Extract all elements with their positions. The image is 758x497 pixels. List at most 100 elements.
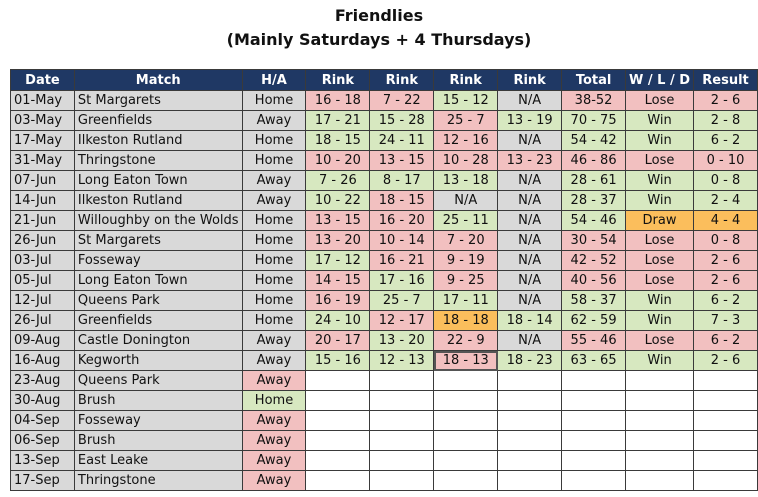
rink-3-cell[interactable]: 22 - 9 <box>433 330 499 351</box>
rink-2-cell[interactable] <box>369 370 435 391</box>
rink-1-cell[interactable]: 13 - 15 <box>305 210 371 231</box>
rink-3-cell[interactable]: 18 - 13 <box>433 350 499 371</box>
rink-4-cell[interactable] <box>497 370 563 391</box>
match-cell[interactable]: Ilkeston Rutland <box>73 130 243 151</box>
rink-3-cell[interactable]: 9 - 25 <box>433 270 499 291</box>
total-cell[interactable]: 70 - 75 <box>561 110 627 131</box>
ha-cell[interactable]: Away <box>241 110 307 131</box>
ha-cell[interactable]: Home <box>241 150 307 171</box>
total-cell[interactable]: 30 - 54 <box>561 230 627 251</box>
rink-3-cell[interactable]: 25 - 7 <box>433 110 499 131</box>
rink-1-cell[interactable]: 7 - 26 <box>305 170 371 191</box>
rink-2-cell[interactable]: 17 - 16 <box>369 270 435 291</box>
wld-cell[interactable]: Win <box>625 130 695 151</box>
rink-2-cell[interactable]: 15 - 28 <box>369 110 435 131</box>
rink-1-cell[interactable] <box>305 410 371 431</box>
ha-cell[interactable]: Away <box>241 410 307 431</box>
wld-cell[interactable]: Lose <box>625 330 695 351</box>
result-cell[interactable] <box>693 370 758 391</box>
rink-4-cell[interactable]: 18 - 14 <box>497 310 563 331</box>
rink-2-cell[interactable]: 8 - 17 <box>369 170 435 191</box>
total-cell[interactable] <box>561 430 627 451</box>
rink-1-cell[interactable]: 10 - 20 <box>305 150 371 171</box>
result-cell[interactable]: 0 - 8 <box>693 230 758 251</box>
rink-2-cell[interactable]: 7 - 22 <box>369 90 435 111</box>
header-wld[interactable]: W / L / D <box>625 69 695 91</box>
rink-4-cell[interactable]: N/A <box>497 210 563 231</box>
rink-1-cell[interactable]: 14 - 15 <box>305 270 371 291</box>
rink-2-cell[interactable] <box>369 450 435 471</box>
rink-1-cell[interactable]: 16 - 18 <box>305 90 371 111</box>
ha-cell[interactable]: Home <box>241 270 307 291</box>
match-cell[interactable]: Thringstone <box>73 150 243 171</box>
header-rink-3[interactable]: Rink <box>433 69 499 91</box>
match-cell[interactable]: Kegworth <box>73 350 243 371</box>
rink-1-cell[interactable]: 15 - 16 <box>305 350 371 371</box>
rink-1-cell[interactable]: 20 - 17 <box>305 330 371 351</box>
wld-cell[interactable]: Win <box>625 310 695 331</box>
wld-cell[interactable]: Win <box>625 110 695 131</box>
total-cell[interactable] <box>561 470 627 491</box>
result-cell[interactable]: 0 - 10 <box>693 150 758 171</box>
header-match[interactable]: Match <box>73 69 243 91</box>
wld-cell[interactable]: Win <box>625 350 695 371</box>
ha-cell[interactable]: Away <box>241 190 307 211</box>
match-cell[interactable]: Greenfields <box>73 110 243 131</box>
result-cell[interactable]: 0 - 8 <box>693 170 758 191</box>
date-cell[interactable]: 07-Jun <box>10 170 75 191</box>
rink-3-cell[interactable] <box>433 450 499 471</box>
match-cell[interactable]: St Margarets <box>73 90 243 111</box>
ha-cell[interactable]: Home <box>241 250 307 271</box>
match-cell[interactable]: Thringstone <box>73 470 243 491</box>
header-rink-1[interactable]: Rink <box>305 69 371 91</box>
date-cell[interactable]: 30-Aug <box>10 390 75 411</box>
wld-cell[interactable] <box>625 470 695 491</box>
rink-4-cell[interactable] <box>497 390 563 411</box>
ha-cell[interactable]: Away <box>241 350 307 371</box>
match-cell[interactable]: Queens Park <box>73 290 243 311</box>
wld-cell[interactable]: Draw <box>625 210 695 231</box>
rink-2-cell[interactable]: 25 - 7 <box>369 290 435 311</box>
result-cell[interactable] <box>693 450 758 471</box>
rink-3-cell[interactable] <box>433 430 499 451</box>
header-ha[interactable]: H/A <box>241 69 307 91</box>
rink-2-cell[interactable]: 13 - 20 <box>369 330 435 351</box>
rink-3-cell[interactable] <box>433 390 499 411</box>
rink-4-cell[interactable]: N/A <box>497 270 563 291</box>
match-cell[interactable]: Fosseway <box>73 410 243 431</box>
date-cell[interactable]: 21-Jun <box>10 210 75 231</box>
date-cell[interactable]: 14-Jun <box>10 190 75 211</box>
rink-4-cell[interactable] <box>497 410 563 431</box>
date-cell[interactable]: 03-Jul <box>10 250 75 271</box>
total-cell[interactable]: 62 - 59 <box>561 310 627 331</box>
date-cell[interactable]: 26-Jul <box>10 310 75 331</box>
rink-4-cell[interactable]: N/A <box>497 230 563 251</box>
ha-cell[interactable]: Away <box>241 450 307 471</box>
total-cell[interactable]: 28 - 37 <box>561 190 627 211</box>
result-cell[interactable]: 2 - 6 <box>693 270 758 291</box>
header-date[interactable]: Date <box>10 69 75 91</box>
total-cell[interactable] <box>561 450 627 471</box>
rink-3-cell[interactable] <box>433 370 499 391</box>
match-cell[interactable]: Long Eaton Town <box>73 170 243 191</box>
result-cell[interactable]: 2 - 6 <box>693 90 758 111</box>
date-cell[interactable]: 17-May <box>10 130 75 151</box>
rink-2-cell[interactable]: 10 - 14 <box>369 230 435 251</box>
total-cell[interactable]: 38-52 <box>561 90 627 111</box>
date-cell[interactable]: 05-Jul <box>10 270 75 291</box>
total-cell[interactable]: 40 - 56 <box>561 270 627 291</box>
rink-1-cell[interactable]: 10 - 22 <box>305 190 371 211</box>
ha-cell[interactable]: Away <box>241 170 307 191</box>
total-cell[interactable] <box>561 390 627 411</box>
total-cell[interactable] <box>561 410 627 431</box>
ha-cell[interactable]: Home <box>241 90 307 111</box>
wld-cell[interactable]: Lose <box>625 150 695 171</box>
total-cell[interactable] <box>561 370 627 391</box>
ha-cell[interactable]: Home <box>241 130 307 151</box>
rink-2-cell[interactable] <box>369 430 435 451</box>
match-cell[interactable]: East Leake <box>73 450 243 471</box>
rink-2-cell[interactable] <box>369 390 435 411</box>
rink-3-cell[interactable]: 13 - 18 <box>433 170 499 191</box>
match-cell[interactable]: Ilkeston Rutland <box>73 190 243 211</box>
rink-3-cell[interactable] <box>433 470 499 491</box>
